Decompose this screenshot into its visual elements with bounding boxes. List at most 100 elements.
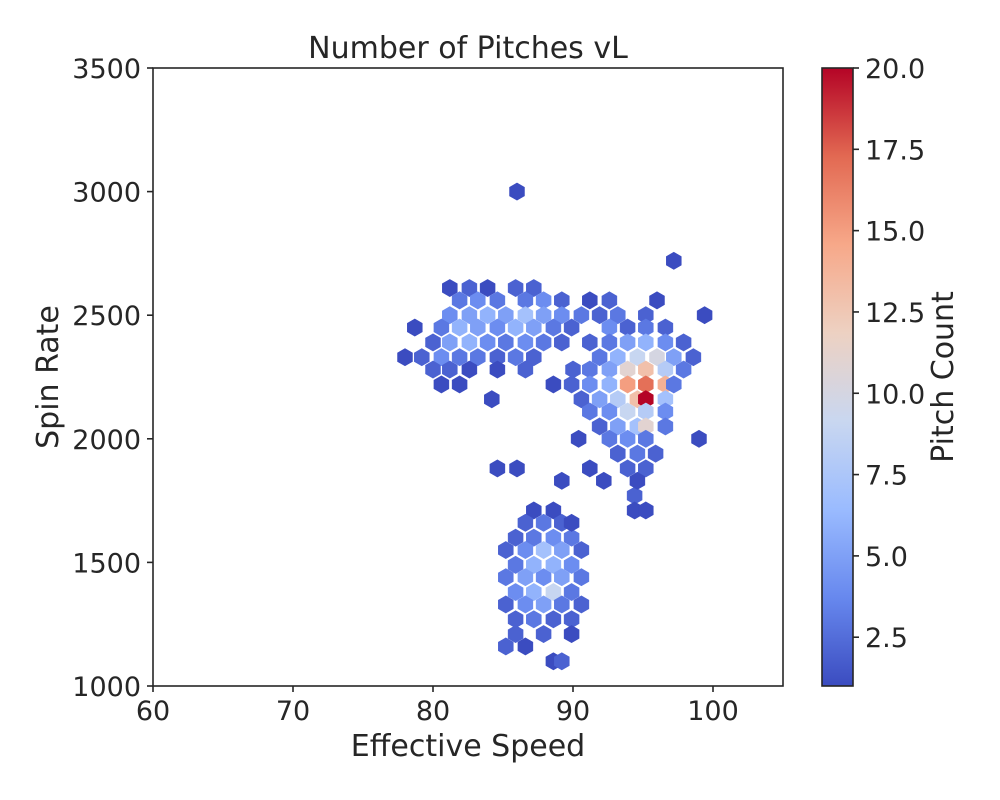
hexbin-cell xyxy=(601,429,618,448)
hexbin-cell xyxy=(442,360,458,379)
hexbin-cell xyxy=(470,318,486,337)
hexbin-cell xyxy=(526,348,542,367)
hexbin-cell xyxy=(629,471,646,490)
hexbin-cell xyxy=(554,333,570,352)
hexbin-cell xyxy=(526,555,542,574)
y-tick-label: 1500 xyxy=(72,548,141,579)
hexbin-cell xyxy=(498,637,514,656)
colorbar-tick-label: 15.0 xyxy=(865,217,925,248)
hexbin-cell xyxy=(619,402,636,421)
hexbin-cell xyxy=(638,501,654,520)
hexbin-cell xyxy=(498,595,514,614)
colorbar-tick-label: 12.5 xyxy=(865,298,925,329)
hexbin-cell xyxy=(563,583,580,602)
hexbin-cell xyxy=(629,348,646,367)
hexbin-cell xyxy=(526,318,542,337)
hexbin-cell xyxy=(461,306,478,325)
hexbin-cell xyxy=(535,625,552,644)
hexbin-cell xyxy=(582,402,598,421)
chart-title: Number of Pitches vL xyxy=(308,31,628,66)
hexbin-cell xyxy=(647,444,664,463)
hexbin-cell xyxy=(582,291,598,310)
hexbin-cell xyxy=(397,348,413,367)
hexbin-cell xyxy=(407,318,423,337)
hexbin-cell xyxy=(535,333,552,352)
colorbar-tick-label: 5.0 xyxy=(865,542,908,573)
hexbin-cell xyxy=(526,583,542,602)
hexbin-cell xyxy=(535,306,552,325)
hexbin-cell xyxy=(535,568,552,587)
hexbin-cell xyxy=(498,306,514,325)
hexbin-cell xyxy=(657,333,674,352)
hexbin-cell xyxy=(517,637,534,656)
hexbin-cell xyxy=(666,251,682,270)
hexbin-cell xyxy=(545,583,562,602)
hexbin-cell xyxy=(545,610,562,629)
hexbin-cell xyxy=(649,348,665,367)
hexbin-cell xyxy=(451,291,468,310)
hexbin-cell xyxy=(489,318,506,337)
hexbin-cell xyxy=(573,568,590,587)
hexbin-cell xyxy=(610,417,626,436)
hexbin-cell xyxy=(509,459,525,478)
hexbin-cell xyxy=(573,595,590,614)
hexbin-layer xyxy=(397,182,713,671)
hexbin-cell xyxy=(545,375,562,394)
hexbin-cell xyxy=(507,583,524,602)
hexbin-cell xyxy=(498,568,514,587)
hexbin-cell xyxy=(526,528,542,547)
hexbin-cell xyxy=(619,429,636,448)
hexbin-cell xyxy=(582,459,598,478)
hexbin-cell xyxy=(517,513,534,532)
hexbin-cell xyxy=(675,360,692,379)
hexbin-cell xyxy=(535,513,552,532)
hexbin-cell xyxy=(461,333,478,352)
hexbin-cell xyxy=(554,568,570,587)
hexbin-cell xyxy=(591,390,608,409)
hexbin-cell xyxy=(619,375,636,394)
hexbin-cell xyxy=(517,306,534,325)
hexbin-cell xyxy=(554,471,570,490)
hexbin-cell xyxy=(685,348,702,367)
hexbin-cell xyxy=(526,610,542,629)
hexbin-cell xyxy=(563,375,580,394)
hexbin-cell xyxy=(433,318,450,337)
hexbin-cell xyxy=(433,375,450,394)
y-tick-label: 3500 xyxy=(72,54,141,85)
hexbin-cell xyxy=(638,459,654,478)
colorbar-tick-label: 2.5 xyxy=(865,623,908,654)
hexbin-cell xyxy=(545,555,562,574)
hexbin-cell xyxy=(619,333,636,352)
colorbar-tick-label: 17.5 xyxy=(865,135,925,166)
hexbin-cell xyxy=(509,182,525,201)
colorbar-ticks: 2.5 5.0 7.5 10.0 12.5 15.0 17.5 20.0 xyxy=(853,54,925,654)
hexbin-cell xyxy=(601,291,618,310)
hexbin-cell xyxy=(610,348,626,367)
hexbin-cell xyxy=(554,595,570,614)
x-axis-label: Effective Speed xyxy=(351,729,585,764)
hexbin-cell xyxy=(563,555,580,574)
hexbin-cell xyxy=(573,541,590,559)
hexbin-cell xyxy=(554,306,570,325)
hexbin-cell xyxy=(545,318,562,337)
hexbin-cell xyxy=(451,348,468,367)
y-axis-ticks: 1000 1500 2000 2500 3000 3500 xyxy=(72,54,153,703)
hexbin-cell xyxy=(507,348,524,367)
hexbin-cell xyxy=(657,417,674,436)
hexbin-cell xyxy=(554,541,570,559)
hexbin-cell xyxy=(479,279,496,297)
hexbin-cell xyxy=(414,348,430,367)
hexbin-cell xyxy=(545,528,562,547)
y-tick-label: 3000 xyxy=(72,178,141,209)
hexbin-cell xyxy=(545,501,562,520)
hexbin-cell xyxy=(526,279,542,297)
hexbin-cell xyxy=(470,291,486,310)
hexbin-cell xyxy=(470,348,486,367)
hexbin-cell xyxy=(451,375,468,394)
hexbin-cell xyxy=(582,375,598,394)
colorbar-tick-label: 20.0 xyxy=(865,54,925,85)
hexbin-cell xyxy=(610,306,626,325)
colorbar-tick-label: 7.5 xyxy=(865,461,908,492)
hexbin-cell xyxy=(565,360,581,379)
hexbin-cell xyxy=(554,652,570,671)
